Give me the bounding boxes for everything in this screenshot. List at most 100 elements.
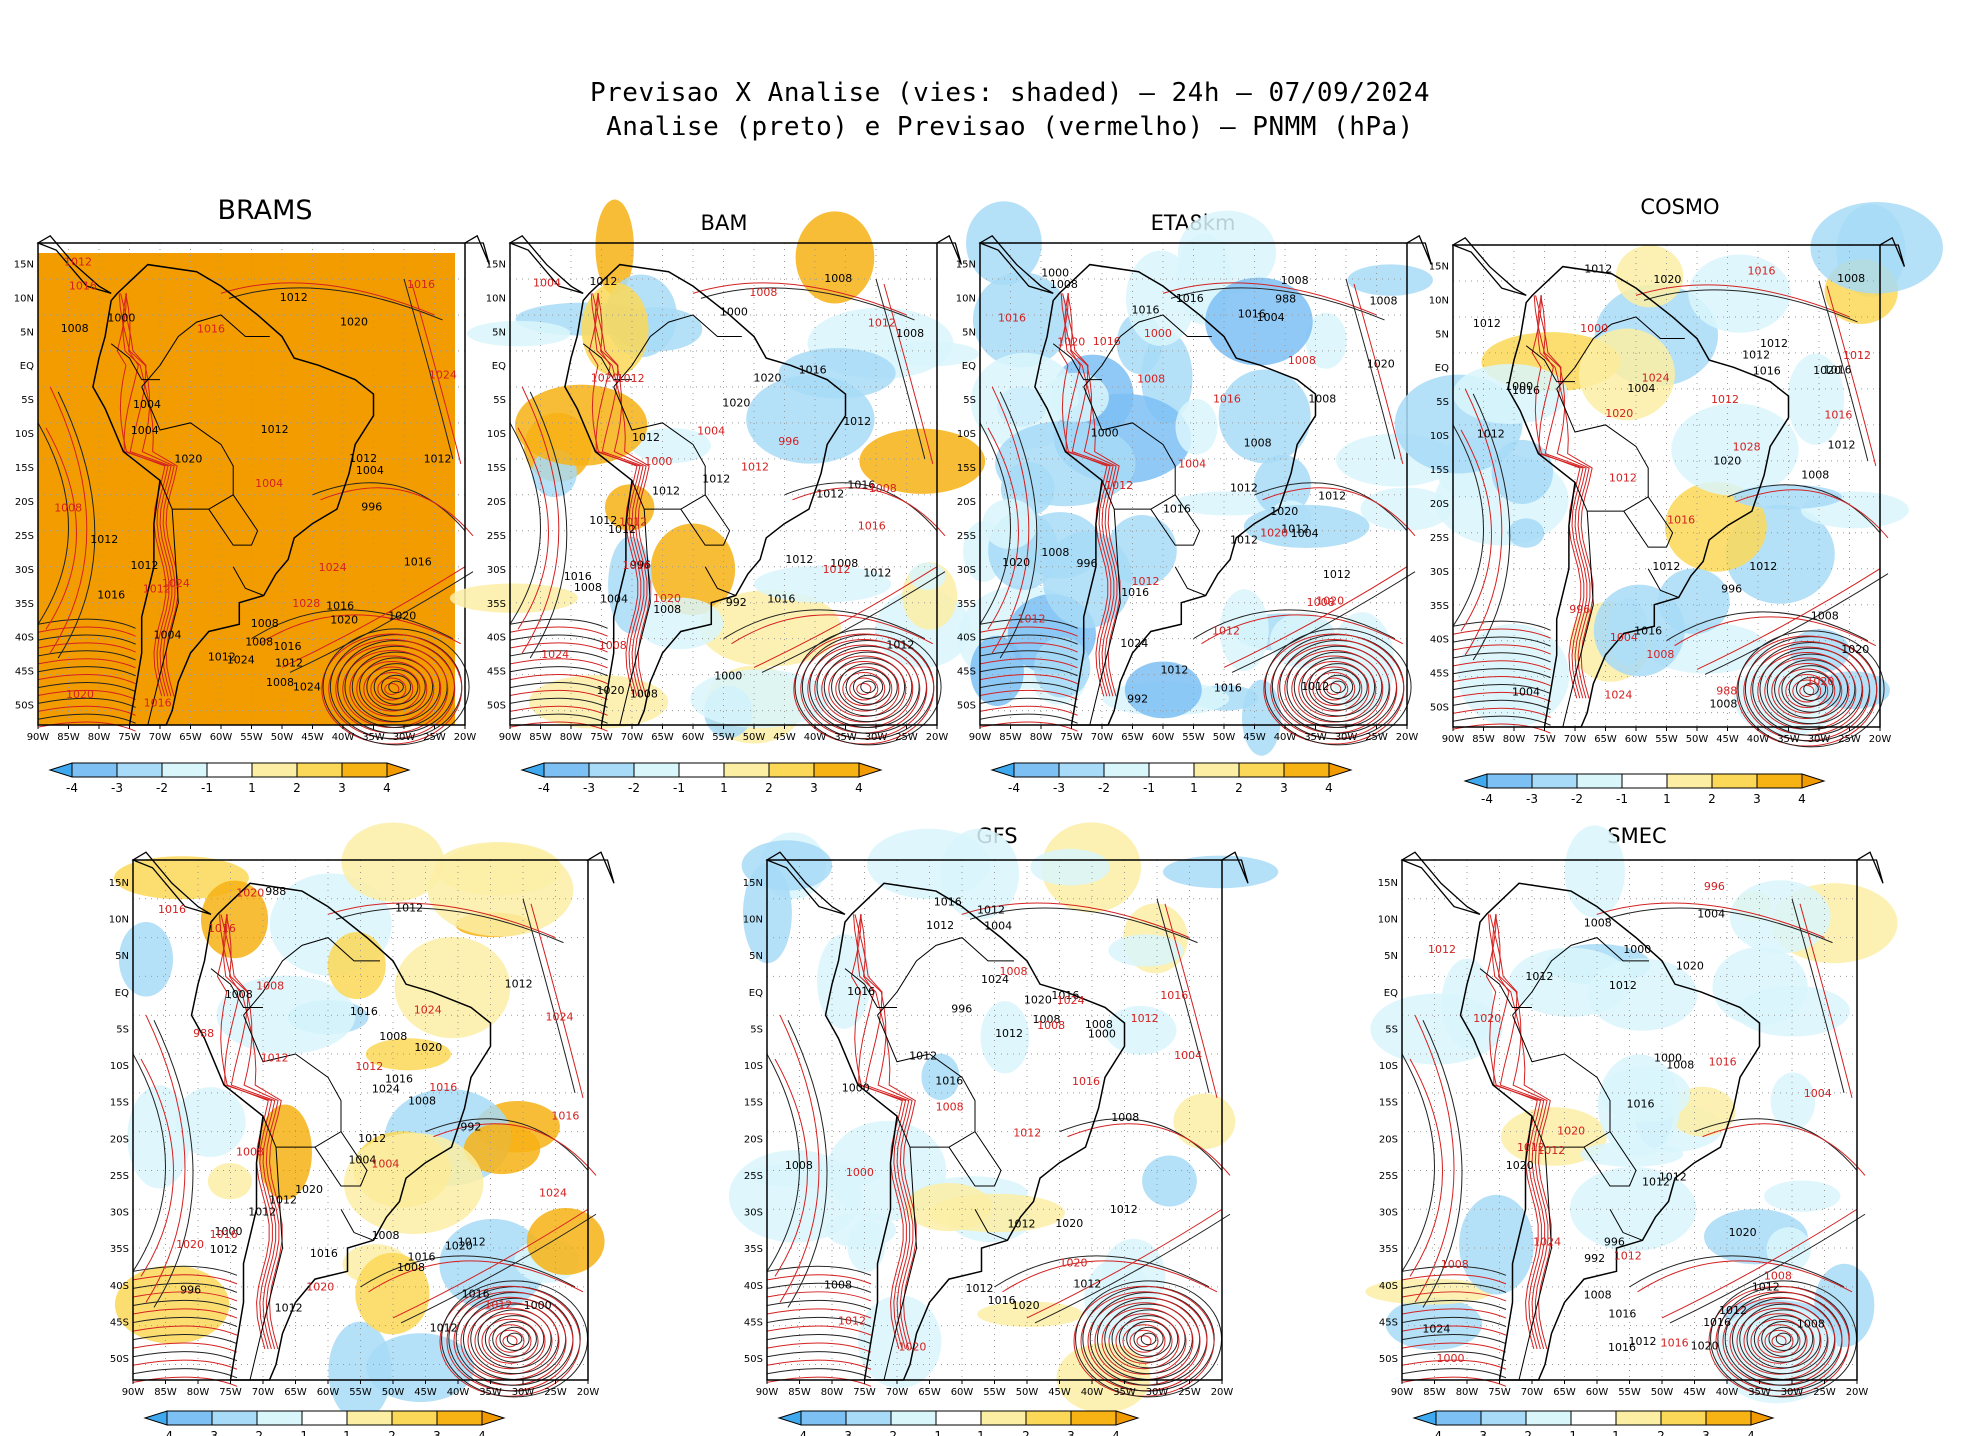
isobar-line	[766, 1308, 872, 1319]
bias-shade-blob	[1116, 312, 1163, 374]
isobar-line	[1401, 1291, 1507, 1302]
isobar-label-analysis: 1016	[935, 1074, 963, 1087]
colorbar-tick-label: 1	[977, 1429, 985, 1436]
lon-tick-label: 40W	[1747, 734, 1770, 745]
isobar-forecast	[814, 650, 914, 729]
isobar-line	[1223, 566, 1408, 668]
isobar-label-forecast: 1028	[292, 597, 320, 610]
isobar-label-analysis: 1016	[407, 1250, 435, 1263]
isobar-label-analysis: 1004	[154, 629, 182, 642]
isobar-line	[979, 674, 1078, 685]
lon-tick-label: 80W	[1503, 734, 1526, 745]
bias-shade-blob	[995, 420, 1136, 507]
colorbar-tick-label: -3	[840, 1429, 852, 1436]
lon-tick-label: 35W	[1113, 1387, 1136, 1398]
isobar-label-analysis: 1016	[385, 1072, 413, 1085]
isobar-label-analysis: 988	[1275, 293, 1296, 306]
colorbar-tick-label: -2	[628, 781, 640, 795]
isobar-analysis	[1096, 1297, 1201, 1380]
lon-tick-label: 55W	[1182, 732, 1205, 743]
isobar-line	[753, 566, 938, 668]
colorbar-segment	[296, 762, 343, 778]
isobar-label-forecast: 1020	[1316, 594, 1344, 607]
bias-shade-blob	[1347, 264, 1433, 296]
colorbar-arrow-right	[1328, 762, 1353, 778]
isobar-analysis	[794, 628, 942, 746]
isobar-label-analysis: 1008	[1244, 437, 1272, 450]
lat-tick-label: 10N	[14, 293, 34, 304]
lat-tick-label: 35S	[957, 599, 976, 610]
colorbar-tick-label: -3	[583, 781, 595, 795]
coastline-central-america	[131, 851, 212, 915]
lon-tick-label: 65W	[1553, 1387, 1576, 1398]
bias-shade-blob	[928, 1193, 1065, 1233]
bias-shade-blob	[1668, 1086, 1736, 1137]
bias-shade-blob	[1365, 1278, 1493, 1305]
isobar-label-forecast: 1012	[1212, 625, 1240, 638]
isobar-label-analysis: 1012	[1659, 1171, 1687, 1184]
lon-tick-label: 55W	[349, 1387, 372, 1398]
bias-shade-blob	[175, 1087, 246, 1158]
colorbar-tick-label: -3	[1526, 792, 1538, 806]
andes-contour	[116, 293, 167, 697]
bias-shade-blob	[1597, 1054, 1681, 1157]
isobar-line	[1643, 289, 1858, 323]
isobar-line	[1409, 1058, 1443, 1277]
lat-tick-label: 5N	[749, 951, 763, 962]
isobar-label-analysis: 1008	[1281, 274, 1309, 287]
bias-shade-blob	[269, 873, 392, 976]
colorbar-tick-label: -4	[66, 781, 78, 795]
isobar-label-forecast: 996	[1704, 880, 1725, 893]
isobar-label-analysis: 1004	[1257, 311, 1285, 324]
bias-shade-blob	[463, 1123, 541, 1175]
bias-shade-blob	[759, 832, 827, 900]
bias-shade-blob	[118, 921, 174, 997]
isobar-label-forecast: 1012	[838, 1315, 866, 1328]
bias-shade-blob	[1360, 487, 1452, 531]
isobar-forecast	[1312, 672, 1356, 707]
isobar-label-analysis: 1020	[1691, 1340, 1719, 1353]
colorbar-segment	[768, 762, 815, 778]
andes-contour	[1537, 295, 1594, 699]
isobar-label-analysis: 1020	[445, 1239, 473, 1252]
isobar-line	[509, 422, 541, 625]
andes-contour	[1062, 293, 1115, 697]
andes-contour	[120, 293, 173, 697]
isobar-line	[979, 666, 1078, 677]
isobar-label-analysis: 1020	[1676, 960, 1704, 973]
isobar-analysis	[462, 1297, 567, 1380]
colorbar-segment	[1025, 1410, 1072, 1426]
isobar-line	[132, 1274, 238, 1285]
isobar-label-analysis: 1020	[1024, 993, 1052, 1006]
lon-tick-label: 60W	[1625, 734, 1648, 745]
isobar-label-analysis: 1012	[608, 523, 636, 536]
bias-shade-blob	[366, 1333, 475, 1402]
isobar-label-analysis: 1016	[310, 1247, 338, 1260]
isobar-label-analysis: 1000	[1091, 426, 1119, 439]
colorbar-tick-label: 1	[1612, 1429, 1620, 1436]
lat-tick-label: 30S	[957, 565, 976, 576]
lat-tick-label: 25S	[110, 1171, 129, 1182]
isobar-label-analysis: 1016	[1051, 989, 1079, 1002]
colorbar-arrow-left	[1412, 1410, 1437, 1426]
isobar-forecast	[1757, 652, 1857, 731]
isobar-analysis	[373, 668, 419, 705]
isobar-line	[37, 681, 136, 693]
isobar-line	[1635, 284, 1850, 318]
isobar-line	[522, 898, 576, 1093]
isobar-label-analysis: 1020	[722, 397, 750, 410]
isobar-label-forecast: 1012	[1517, 1141, 1545, 1154]
colorbar-arrow-right	[1801, 773, 1826, 789]
bias-shade-blob	[1508, 518, 1545, 548]
lat-tick-label: 20S	[487, 497, 506, 508]
country-border	[243, 937, 380, 1016]
bias-shade-blob	[1108, 934, 1184, 967]
isobar-line	[132, 1316, 238, 1328]
isobar-label-analysis: 1024	[981, 973, 1009, 986]
isobar-line	[766, 1368, 872, 1379]
isobar-line	[1452, 715, 1551, 726]
isobar-label-analysis: 1012	[424, 453, 452, 466]
andes-contour	[216, 914, 270, 1350]
isobar-label-analysis: 1012	[1752, 1281, 1780, 1294]
